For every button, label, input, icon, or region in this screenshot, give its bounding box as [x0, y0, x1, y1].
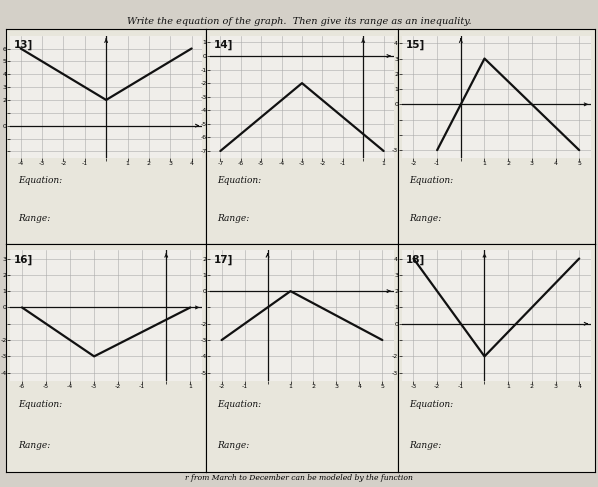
Text: Range:: Range: — [218, 441, 250, 450]
Text: 17]: 17] — [214, 254, 233, 264]
Text: 15]: 15] — [405, 39, 425, 50]
Text: Range:: Range: — [18, 214, 50, 224]
Text: 14]: 14] — [214, 39, 233, 50]
Text: Equation:: Equation: — [18, 400, 62, 409]
Text: Write the equation of the graph.  Then give its range as an inequality.: Write the equation of the graph. Then gi… — [127, 17, 471, 26]
Text: 13]: 13] — [14, 39, 33, 50]
Text: 18]: 18] — [405, 254, 425, 264]
Text: 16]: 16] — [14, 254, 33, 264]
Text: Range:: Range: — [409, 441, 441, 450]
Text: Range:: Range: — [18, 441, 50, 450]
Text: r from March to December can be modeled by the function: r from March to December can be modeled … — [185, 474, 413, 482]
Text: Equation:: Equation: — [18, 176, 62, 185]
Text: Range:: Range: — [218, 214, 250, 224]
Text: Range:: Range: — [409, 214, 441, 224]
Text: Equation:: Equation: — [218, 400, 261, 409]
Text: Equation:: Equation: — [409, 400, 453, 409]
Text: Equation:: Equation: — [409, 176, 453, 185]
Text: Equation:: Equation: — [218, 176, 261, 185]
